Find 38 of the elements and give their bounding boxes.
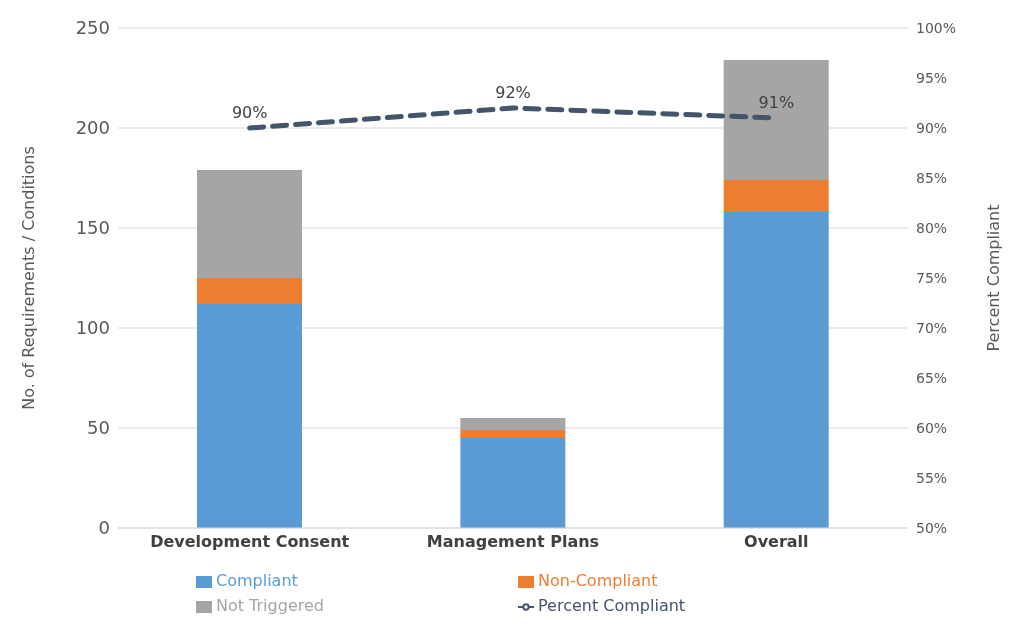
- y2-tick-label: 60%: [916, 419, 948, 436]
- x-tick-label: Management Plans: [426, 532, 600, 552]
- y2-tick-label: 95%: [916, 69, 948, 86]
- data-label: 92%: [495, 83, 531, 102]
- y2-axis-title: Percent Compliant: [983, 204, 1003, 352]
- bar: [197, 170, 302, 278]
- y-tick-label: 50: [87, 417, 110, 439]
- legend-label: Percent Compliant: [538, 596, 686, 615]
- legend-label: Non-Compliant: [538, 571, 658, 590]
- bar: [460, 438, 566, 528]
- bar: [460, 430, 566, 438]
- y2-tick-label: 90%: [916, 119, 948, 136]
- y-tick-label: 200: [75, 117, 110, 139]
- data-label: 91%: [758, 93, 795, 112]
- y2-tick-label: 100%: [916, 19, 957, 36]
- bar: [197, 278, 302, 304]
- y-tick-label: 100: [75, 317, 110, 339]
- y2-tick-label: 65%: [916, 369, 948, 386]
- bar: [723, 60, 829, 180]
- legend-label: Compliant: [216, 571, 298, 590]
- x-tick-label: Overall: [744, 532, 809, 552]
- y2-tick-label: 85%: [916, 169, 948, 186]
- y2-tick-label: 70%: [916, 319, 948, 336]
- data-label: 90%: [231, 103, 268, 122]
- y-tick-label: 250: [75, 17, 110, 39]
- x-tick-label: Development Consent: [150, 532, 350, 552]
- y2-tick-label: 55%: [916, 469, 948, 486]
- legend-label: Not Triggered: [216, 596, 324, 615]
- y-tick-label: 0: [98, 517, 110, 539]
- bar: [197, 304, 302, 528]
- y2-tick-label: 80%: [916, 219, 948, 236]
- y-tick-label: 150: [75, 217, 110, 239]
- bar: [723, 180, 829, 212]
- bar: [723, 212, 829, 528]
- y2-tick-label: 75%: [916, 269, 948, 286]
- y-axis-title: No. of Requirements / Conditions: [18, 146, 38, 410]
- bar: [460, 418, 566, 430]
- y2-tick-label: 50%: [916, 519, 948, 536]
